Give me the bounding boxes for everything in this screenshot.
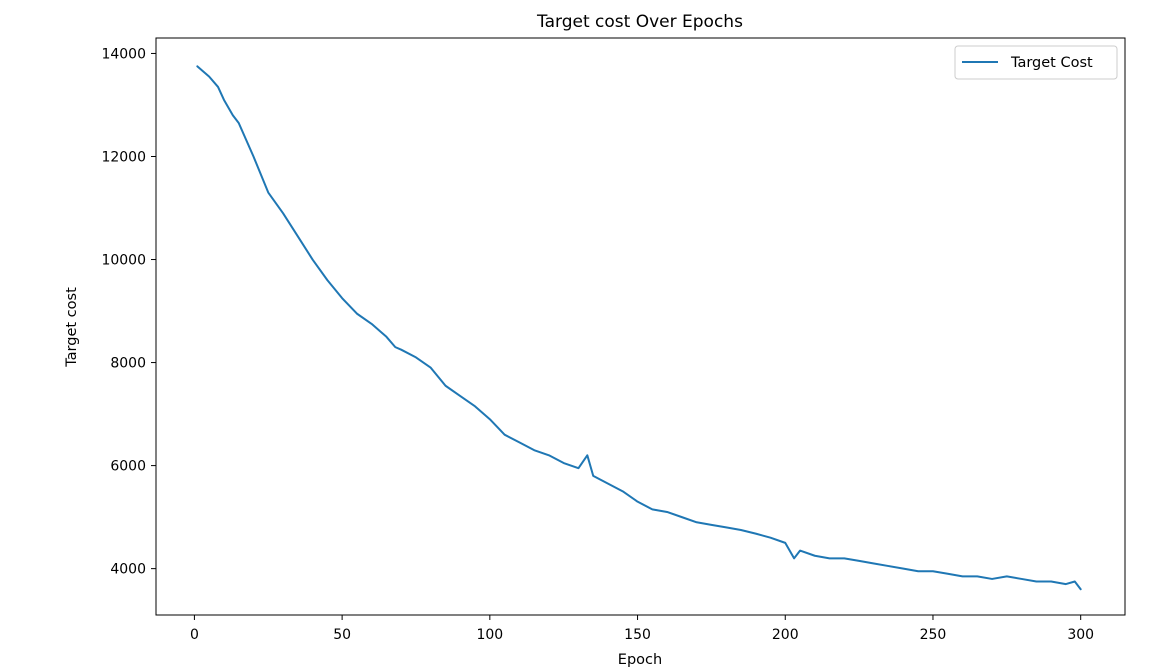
x-tick-label: 200: [772, 627, 799, 643]
plot-frame: [155, 37, 1126, 616]
chart-title: Target cost Over Epochs: [536, 12, 743, 32]
y-tick-label: 4000: [110, 562, 146, 578]
legend: Target Cost: [954, 45, 1118, 80]
x-tick-label: 100: [476, 627, 503, 643]
series-line-target-cost: [196, 65, 1082, 591]
x-tick-label: 150: [624, 627, 651, 643]
x-tick-label: 0: [190, 627, 199, 643]
x-axis-label: Epoch: [618, 652, 662, 667]
y-tick-label: 10000: [101, 253, 146, 269]
x-tick-label: 250: [920, 627, 947, 643]
y-tick-label: 14000: [101, 46, 146, 62]
y-axis: 4000 6000 8000 10000 12000 14000: [101, 46, 156, 578]
x-tick-label: 50: [333, 627, 351, 643]
y-axis-label: Target cost: [64, 287, 80, 368]
y-tick-label: 12000: [101, 149, 146, 165]
y-tick-label: 8000: [110, 356, 146, 372]
legend-label: Target Cost: [1010, 55, 1093, 71]
legend-box: [954, 45, 1118, 80]
plot-area: [155, 37, 1126, 616]
x-axis: 0 50 100 150 200 250 300: [190, 615, 1094, 643]
x-tick-label: 300: [1067, 627, 1094, 643]
y-tick-label: 6000: [110, 459, 146, 475]
